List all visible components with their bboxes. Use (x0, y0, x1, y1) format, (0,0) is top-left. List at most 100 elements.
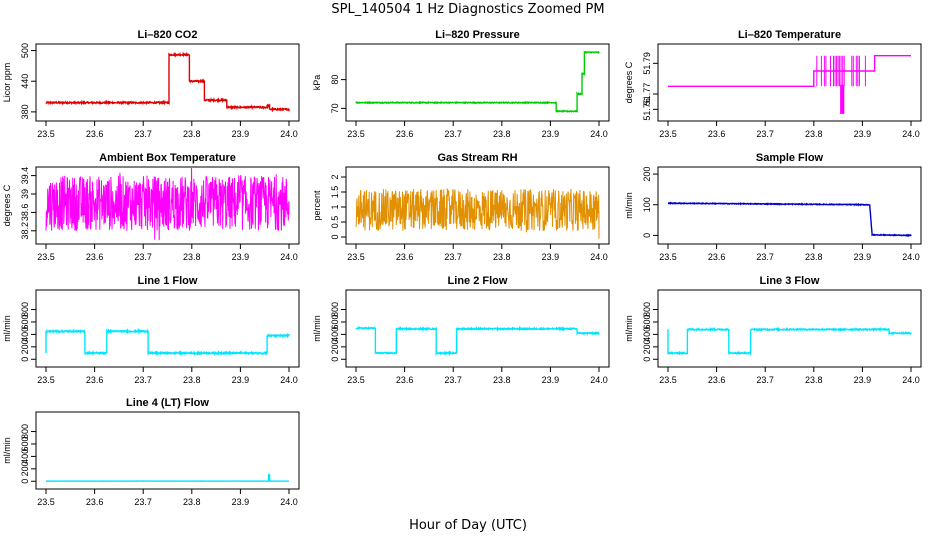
series-line (667, 326, 912, 356)
y-axis-label: kPa (312, 75, 322, 91)
y-axis-label: degrees C (2, 184, 12, 226)
data-layer (45, 168, 290, 241)
y-tick-label: 0 (330, 357, 340, 362)
x-tick-label: 23.5 (347, 375, 365, 385)
y-tick-label: 200 (642, 167, 652, 182)
y-tick-label: 39 (20, 189, 30, 199)
x-tick-label: 23.9 (232, 375, 250, 385)
x-tick-label: 23.8 (805, 375, 823, 385)
y-tick-label: 800 (330, 302, 340, 317)
y-axis-label: Licor ppm (2, 63, 12, 103)
panel-title: Line 3 Flow (760, 275, 820, 287)
data-layer (45, 328, 290, 357)
x-tick-label: 24.0 (590, 252, 608, 262)
x-tick-label: 24.0 (590, 129, 608, 139)
y-tick-label: 100 (642, 197, 652, 212)
x-tick-label: 23.7 (134, 497, 152, 507)
y-tick-label: 1 (330, 204, 340, 209)
x-tick-label: 23.8 (805, 129, 823, 139)
x-tick-label: 23.6 (708, 252, 726, 262)
x-tick-label: 23.8 (183, 375, 201, 385)
y-tick-label: 800 (20, 424, 30, 439)
series-spikes (840, 84, 845, 114)
plot-frame (345, 166, 610, 245)
x-tick-label: 23.9 (542, 375, 560, 385)
panel-3: Li–820 Temperature 23.5 23.6 23.7 23.8 23.9 24… (624, 29, 922, 139)
x-tick-label: 23.7 (444, 129, 462, 139)
data-layer (667, 201, 912, 238)
y-axis-label: ml/min (312, 315, 322, 342)
x-tick-label: 23.5 (37, 129, 55, 139)
panel-5: Gas Stream RH 23.5 23.6 23.7 23.8 23.9 24.0 0 0.… (312, 152, 610, 262)
y-tick-label: 400 (642, 327, 652, 342)
y-tick-label: 0 (642, 357, 652, 362)
x-tick-label: 23.8 (183, 497, 201, 507)
panel-title: Ambient Box Temperature (99, 152, 236, 164)
y-tick-label: 0 (20, 479, 30, 484)
x-tick-label: 24.0 (280, 497, 298, 507)
x-tick-label: 23.8 (805, 252, 823, 262)
x-tick-label: 23.9 (854, 129, 872, 139)
panel-title: Line 2 Flow (448, 275, 508, 287)
y-tick-label: 0.5 (330, 216, 340, 229)
x-tick-label: 23.5 (37, 497, 55, 507)
x-axis-title: Hour of Day (UTC) (409, 518, 527, 533)
y-axis-label: ml/min (2, 437, 12, 464)
y-axis-label: ml/min (624, 192, 634, 219)
panel-8: Line 2 Flow 23.5 23.6 23.7 23.8 23.9 24.0 0 2004… (312, 275, 610, 385)
plot-frame (35, 411, 300, 490)
x-tick-label: 23.8 (183, 252, 201, 262)
y-tick-label: 600 (330, 314, 340, 329)
x-tick-label: 24.0 (590, 375, 608, 385)
y-axis-label: ml/min (624, 315, 634, 342)
x-tick-label: 23.8 (493, 129, 511, 139)
x-tick-label: 23.6 (396, 129, 414, 139)
y-axis-label: degrees C (624, 61, 634, 103)
x-tick-label: 24.0 (280, 252, 298, 262)
panel-title: Li–820 CO2 (138, 29, 198, 41)
y-tick-label: 400 (20, 449, 30, 464)
y-tick-label: 51.79 (642, 52, 652, 75)
x-tick-label: 24.0 (280, 129, 298, 139)
plot-frame (345, 289, 610, 368)
x-tick-label: 23.7 (134, 129, 152, 139)
y-axis-label: ml/min (2, 315, 12, 342)
x-tick-label: 24.0 (902, 252, 920, 262)
panel-10: Line 4 (LT) Flow 23.5 23.6 23.7 23.8 23.9 24.0… (2, 397, 300, 507)
y-tick-label: 800 (642, 302, 652, 317)
y-tick-label: 1.5 (330, 186, 340, 199)
series-line (355, 325, 600, 357)
series-line (45, 51, 290, 113)
panel-title: Gas Stream RH (437, 152, 517, 164)
data-layer (46, 473, 290, 482)
x-tick-label: 23.9 (854, 252, 872, 262)
x-tick-label: 23.6 (86, 252, 104, 262)
y-tick-label: 600 (20, 314, 30, 329)
y-tick-label: 0 (642, 233, 652, 238)
panel-2: Li–820 Pressure 23.5 23.6 23.7 23.8 23.9 24.0 7… (312, 29, 610, 139)
y-tick-label: 440 (20, 74, 30, 89)
y-tick-label: 51.76 (642, 98, 652, 121)
x-tick-label: 23.9 (542, 129, 560, 139)
y-tick-label: 38.6 (20, 204, 30, 222)
x-tick-label: 23.6 (86, 497, 104, 507)
x-tick-label: 23.9 (232, 129, 250, 139)
x-tick-label: 23.5 (659, 252, 677, 262)
x-tick-label: 23.7 (134, 375, 152, 385)
data-layer (668, 55, 911, 114)
x-tick-label: 23.6 (708, 129, 726, 139)
x-tick-label: 23.8 (493, 375, 511, 385)
plot-frame (657, 166, 922, 245)
x-tick-label: 23.9 (542, 252, 560, 262)
plot-frame (657, 43, 922, 122)
x-tick-label: 24.0 (280, 375, 298, 385)
data-layer (667, 326, 912, 356)
panel-title: Line 1 Flow (138, 275, 198, 287)
plot-frame (35, 289, 300, 368)
plot-frame (657, 289, 922, 368)
y-tick-label: 0 (20, 357, 30, 362)
y-tick-label: 400 (20, 327, 30, 342)
y-tick-label: 200 (20, 339, 30, 354)
